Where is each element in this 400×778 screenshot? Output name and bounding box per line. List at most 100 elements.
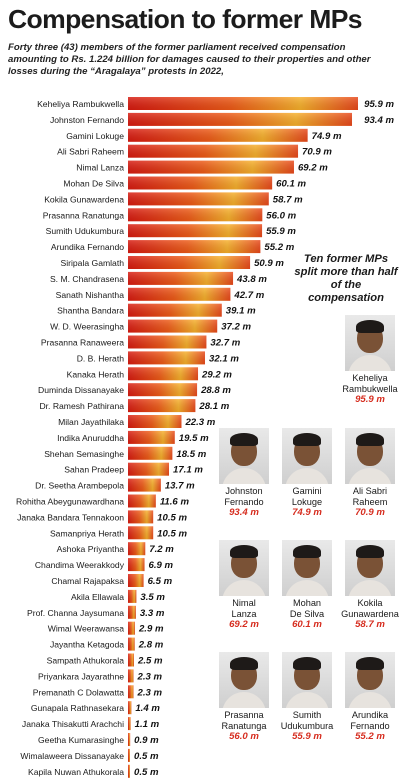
bar-shading	[128, 462, 170, 476]
bar-label: Duminda Dissanayake	[38, 385, 124, 395]
card-value: 58.7 m	[355, 619, 385, 630]
bar-shading	[128, 510, 154, 524]
value-label: 93.4 m	[364, 115, 394, 126]
card-name: Johnston Fernando	[224, 486, 264, 507]
portrait-photo	[345, 428, 395, 484]
bar-shading	[128, 319, 218, 333]
value-label: 60.1 m	[276, 179, 306, 190]
value-label: 28.1 m	[198, 401, 229, 412]
value-label: 10.5 m	[157, 528, 187, 539]
value-label: 2.3 m	[137, 671, 163, 682]
value-label: 50.9 m	[254, 258, 284, 269]
bar-shading	[128, 605, 136, 619]
value-label: 13.7 m	[165, 481, 195, 492]
value-label: 3.3 m	[140, 608, 165, 619]
card-value: 56.0 m	[229, 731, 259, 742]
value-label: 95.9 m	[364, 99, 394, 110]
bar-label: Prof. Channa Jaysumana	[27, 608, 124, 618]
bar-label: D. B. Herath	[77, 353, 125, 363]
value-label: 7.2 m	[149, 544, 174, 555]
value-label: 2.3 m	[137, 687, 163, 698]
bar-shading	[128, 685, 134, 699]
bar-shading	[128, 303, 222, 317]
card-value: 95.9 m	[355, 394, 385, 405]
value-label: 17.1 m	[173, 465, 203, 476]
value-label: 32.1 m	[209, 353, 239, 364]
bar-shading	[128, 653, 134, 667]
card-name: Arundika Fernando	[350, 710, 390, 731]
card-name: Sumith Udukumbura	[280, 710, 334, 731]
card-name: Ali Sabri Raheem	[352, 486, 388, 507]
bar-shading	[128, 589, 137, 603]
bar-label: Nimal Lanza	[76, 163, 124, 173]
value-label: 0.5 m	[134, 767, 159, 778]
value-label: 11.6 m	[160, 497, 190, 508]
value-label: 37.2 m	[221, 322, 251, 333]
bar-shading	[128, 208, 263, 222]
bar-shading	[128, 669, 134, 683]
bar-label: W. D. Weerasingha	[50, 322, 124, 332]
bar-shading	[128, 637, 135, 651]
card-name: Keheliya Rambukwella	[342, 373, 398, 394]
value-label: 39.1 m	[226, 306, 256, 317]
bar-shading	[128, 446, 173, 460]
bar-shading	[128, 701, 132, 715]
card-name: Mohan De Silva	[289, 598, 325, 619]
bar-label: Rohitha Abeygunawardhana	[16, 497, 124, 507]
bar-label: Dr. Ramesh Pathirana	[39, 401, 124, 411]
bar-shading	[128, 112, 353, 126]
value-label: 2.9 m	[138, 624, 164, 635]
bar-label: Sahan Pradeep	[64, 465, 124, 475]
value-label: 74.9 m	[312, 131, 342, 142]
bar-label: Gunapala Rathnasekara	[31, 703, 124, 713]
value-label: 19.5 m	[179, 433, 209, 444]
profile-card: Nimal Lanza 69.2 m	[215, 540, 273, 630]
card-value: 70.9 m	[355, 507, 385, 518]
bar-shading	[128, 224, 263, 238]
bar-label: Samanpriya Herath	[50, 528, 124, 538]
bar-shading	[128, 287, 231, 301]
bar-label: Ashoka Priyantha	[57, 544, 125, 554]
bar-shading	[128, 574, 144, 587]
portrait-photo	[219, 540, 269, 596]
card-value: 74.9 m	[292, 507, 322, 518]
card-value: 55.2 m	[355, 731, 385, 742]
portrait-photo	[282, 652, 332, 708]
value-label: 29.2 m	[201, 369, 232, 380]
value-label: 2.5 m	[137, 656, 163, 667]
bar-shading	[128, 144, 299, 158]
bar-label: Sampath Athukorala	[47, 656, 125, 666]
bar-shading	[128, 271, 234, 285]
bar-shading	[128, 526, 154, 540]
bar-label: Wimal Weerawansa	[48, 624, 124, 634]
value-label: 0.9 m	[134, 735, 159, 746]
bar-shading	[128, 748, 130, 762]
bar-shading	[128, 351, 205, 365]
portrait-photo	[345, 652, 395, 708]
profile-card: Arundika Fernando 55.2 m	[341, 652, 399, 742]
portrait-photo	[282, 428, 332, 484]
value-label: 6.5 m	[148, 576, 173, 587]
portrait-photo	[345, 315, 395, 371]
value-label: 56.0 m	[266, 210, 296, 221]
bar-shading	[128, 558, 145, 572]
bar-shading	[128, 97, 358, 110]
profile-card: Ali Sabri Raheem 70.9 m	[341, 428, 399, 518]
bar-label: Siripala Gamlath	[60, 258, 124, 268]
value-label: 32.7 m	[210, 338, 240, 349]
bar-shading	[128, 335, 207, 349]
value-label: 70.9 m	[302, 147, 332, 158]
bar-label: Ali Sabri Raheem	[57, 147, 124, 157]
profile-card: Sumith Udukumbura 55.9 m	[278, 652, 336, 742]
value-label: 2.8 m	[138, 640, 164, 651]
bar-shading	[128, 542, 146, 556]
value-label: 10.5 m	[157, 512, 187, 523]
bar-shading	[128, 160, 294, 174]
value-label: 28.8 m	[200, 385, 231, 396]
bar-shading	[128, 367, 199, 381]
bar-shading	[128, 733, 131, 746]
value-label: 1.1 m	[135, 719, 160, 730]
value-label: 3.5 m	[140, 592, 165, 603]
portrait-photo	[282, 540, 332, 596]
